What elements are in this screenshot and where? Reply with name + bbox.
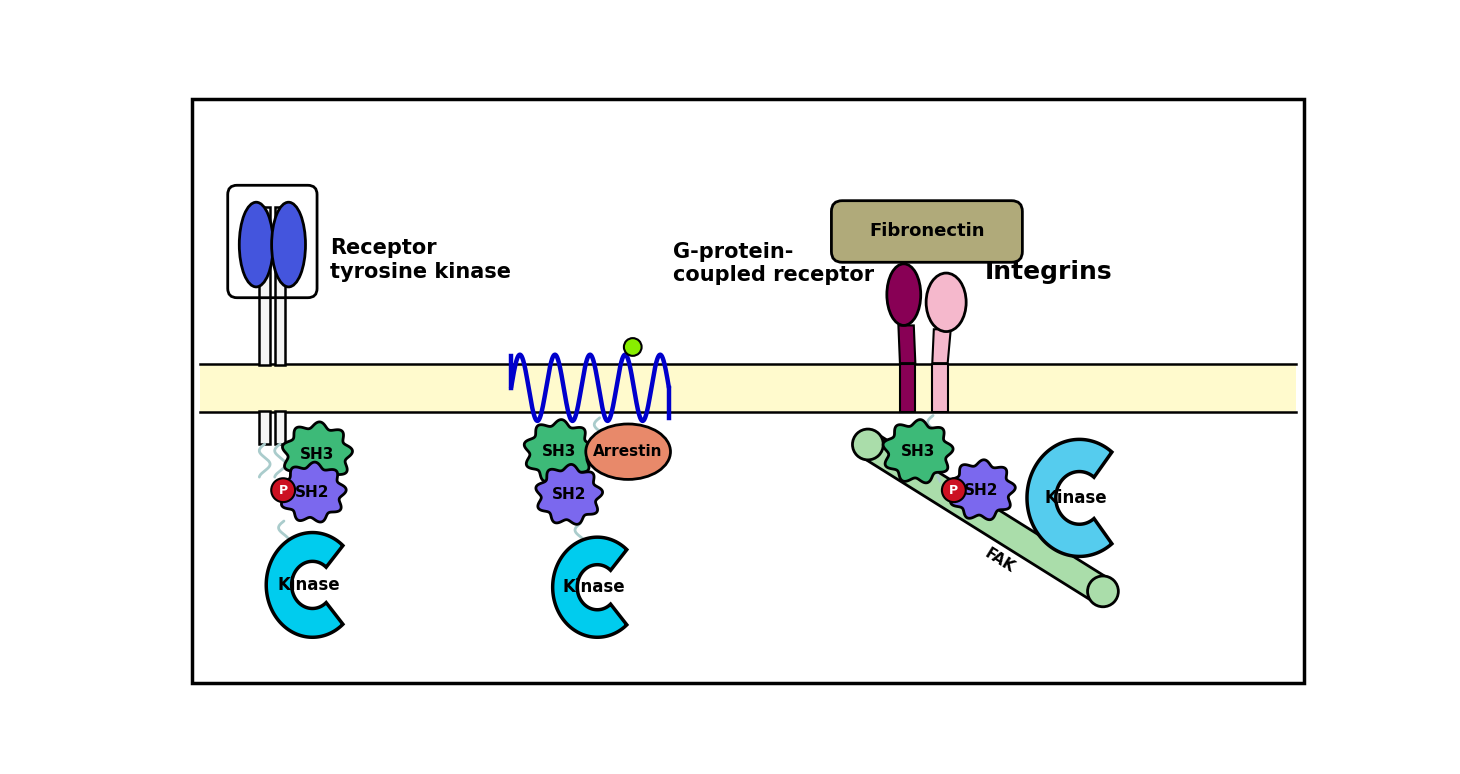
FancyBboxPatch shape [260,411,270,444]
Text: SH3: SH3 [542,444,577,459]
Text: SH3: SH3 [901,444,934,459]
Ellipse shape [853,429,883,460]
Ellipse shape [1088,576,1118,607]
Text: SH2: SH2 [552,488,585,502]
Text: G-protein-
coupled receptor: G-protein- coupled receptor [673,242,875,286]
Polygon shape [524,420,594,483]
Text: SH3: SH3 [299,447,334,461]
Ellipse shape [272,202,305,287]
Ellipse shape [623,338,641,356]
Polygon shape [898,325,915,363]
Text: Kinase: Kinase [277,576,340,594]
Polygon shape [266,533,343,637]
FancyBboxPatch shape [831,200,1022,262]
Ellipse shape [239,202,273,287]
Text: P: P [949,484,958,497]
Polygon shape [949,460,1015,519]
Text: Receptor
tyrosine kinase: Receptor tyrosine kinase [330,238,511,282]
FancyBboxPatch shape [274,411,286,444]
Text: SH2: SH2 [964,483,999,498]
Polygon shape [536,464,603,524]
Polygon shape [933,329,950,363]
Text: Integrins: Integrins [984,259,1113,283]
Polygon shape [1026,440,1113,557]
Ellipse shape [585,424,670,479]
Polygon shape [282,422,352,485]
FancyBboxPatch shape [260,207,270,365]
Text: Fibronectin: Fibronectin [869,222,984,241]
Text: Kinase: Kinase [1044,489,1107,507]
Text: FAK: FAK [981,546,1016,575]
Text: SH2: SH2 [295,485,330,500]
FancyBboxPatch shape [274,207,286,365]
Polygon shape [860,433,1110,603]
Text: P: P [279,484,288,497]
Text: Arrestin: Arrestin [593,444,663,459]
Polygon shape [553,537,626,637]
Ellipse shape [272,478,295,502]
Ellipse shape [926,273,967,331]
Ellipse shape [942,478,965,502]
Text: Kinase: Kinase [564,578,625,596]
Polygon shape [883,420,953,483]
Polygon shape [279,462,346,522]
Polygon shape [933,364,948,412]
Ellipse shape [886,264,921,325]
Polygon shape [899,364,915,412]
